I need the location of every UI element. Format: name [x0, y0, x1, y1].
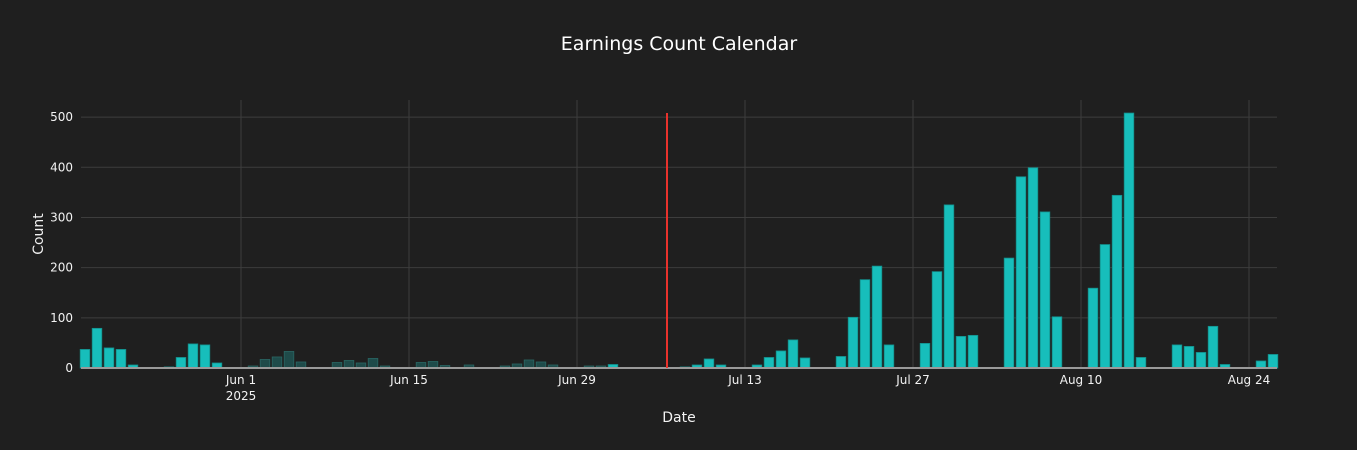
bar-2025-08-05 — [1015, 176, 1027, 369]
bar-2025-08-14 — [1123, 112, 1135, 369]
bar-2025-06-12 — [367, 358, 379, 369]
bar-2025-07-15 — [763, 357, 775, 369]
bar-2025-08-12 — [1099, 244, 1111, 369]
bar-2025-08-11 — [1087, 287, 1099, 369]
bar-2025-05-20 — [91, 327, 103, 369]
bar-2025-05-22 — [115, 349, 127, 369]
bar-2025-08-13 — [1111, 194, 1123, 369]
chart-title: Earnings Count Calendar — [561, 33, 798, 55]
bar-2025-08-04 — [1003, 257, 1015, 369]
bar-2025-07-16 — [775, 350, 787, 369]
x-axis-label: Date — [662, 410, 695, 426]
bar-2025-08-07 — [1039, 211, 1051, 369]
bar-2025-08-19 — [1183, 346, 1195, 369]
bar-2025-08-25 — [1255, 360, 1267, 369]
bar-2025-06-03 — [259, 359, 271, 369]
x-tick-label: Jun 1 — [225, 373, 256, 387]
y-tick-label: 0 — [65, 361, 73, 375]
bar-2025-07-22 — [847, 316, 859, 369]
y-tick-label: 100 — [50, 311, 73, 325]
bar-2025-05-29 — [199, 344, 211, 369]
x-tick-sublabel: 2025 — [226, 389, 257, 403]
bar-2025-08-08 — [1051, 316, 1063, 369]
bar-2025-07-30 — [943, 204, 955, 369]
bar-2025-08-06 — [1027, 167, 1039, 369]
bar-2025-06-04 — [271, 356, 283, 369]
x-tick-label: Jun 15 — [389, 373, 428, 387]
bar-2025-07-17 — [787, 339, 799, 369]
bar-2025-07-21 — [835, 356, 847, 369]
bar-2025-07-10 — [703, 358, 715, 369]
y-tick-label: 200 — [50, 261, 73, 275]
bar-2025-07-29 — [931, 271, 943, 369]
bar-2025-07-25 — [883, 344, 895, 369]
x-tick-label: Jul 27 — [895, 373, 930, 387]
bar-2025-07-18 — [799, 357, 811, 369]
bar-2025-08-21 — [1207, 325, 1219, 369]
x-tick-label: Jul 13 — [727, 373, 762, 387]
x-tick-label: Aug 24 — [1228, 373, 1271, 387]
bar-2025-08-26 — [1267, 354, 1279, 369]
bar-2025-08-18 — [1171, 344, 1183, 369]
x-tick-label: Aug 10 — [1060, 373, 1103, 387]
bar-2025-06-25 — [523, 359, 535, 369]
y-tick-label: 500 — [50, 110, 73, 124]
y-tick-label: 400 — [50, 160, 73, 174]
bar-2025-05-19 — [79, 349, 91, 369]
bar-2025-05-21 — [103, 347, 115, 369]
y-axis-label: Count — [31, 213, 47, 255]
bar-2025-08-15 — [1135, 357, 1147, 369]
x-tick-label: Jun 29 — [557, 373, 596, 387]
bar-2025-07-23 — [859, 279, 871, 369]
y-tick-label: 300 — [50, 210, 73, 224]
bar-2025-08-01 — [967, 334, 979, 369]
bar-2025-07-24 — [871, 265, 883, 369]
bar-2025-06-05 — [283, 351, 295, 369]
bar-2025-05-28 — [187, 343, 199, 369]
bar-2025-08-20 — [1195, 352, 1207, 369]
bar-2025-06-10 — [343, 360, 355, 369]
bar-2025-05-27 — [175, 357, 187, 369]
bar-2025-07-31 — [955, 335, 967, 369]
bar-2025-07-28 — [919, 343, 931, 369]
